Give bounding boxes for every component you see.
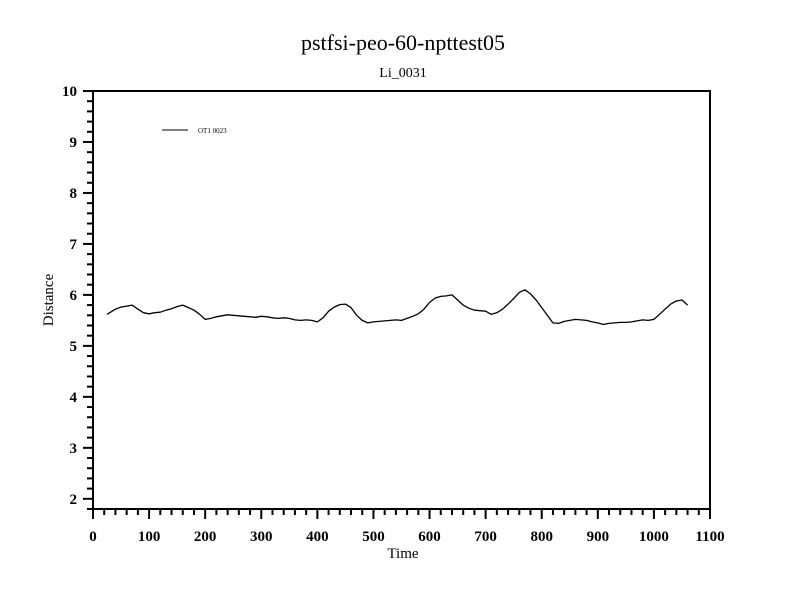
y-tick-label: 2 <box>70 492 78 508</box>
legend-entry-label: OT1 0023 <box>198 127 227 135</box>
x-tick-label: 200 <box>194 529 217 545</box>
y-tick-label: 5 <box>70 339 78 355</box>
series-layer <box>106 289 689 326</box>
series-line-0 <box>106 289 689 326</box>
y-tick-label: 10 <box>62 84 77 100</box>
x-tick-label: 100 <box>138 529 161 545</box>
y-axis-ticks <box>83 90 93 510</box>
y-axis-tick-labels: 2 3 4 5 6 7 8 9 10 <box>62 84 78 508</box>
x-axis-tick-labels: 0 100 200 300 400 500 600 700 800 900 1000 1100 <box>89 529 724 545</box>
x-tick-label: 500 <box>362 529 385 545</box>
y-tick-label: 9 <box>70 135 78 151</box>
x-tick-label: 700 <box>474 529 497 545</box>
x-tick-label: 800 <box>530 529 553 545</box>
y-tick-label: 8 <box>70 186 78 202</box>
x-tick-label: 300 <box>250 529 273 545</box>
x-axis-label: Time <box>387 546 418 562</box>
y-axis-label: Distance <box>41 273 57 326</box>
y-tick-label: 6 <box>70 288 78 304</box>
x-tick-label: 900 <box>587 529 610 545</box>
y-tick-label: 4 <box>70 390 78 406</box>
y-tick-label: 7 <box>70 237 78 253</box>
x-tick-label: 1100 <box>695 529 724 545</box>
chart-title: pstfsi-peo-60-npttest05 <box>301 30 505 55</box>
x-tick-label: 1000 <box>639 529 669 545</box>
x-tick-label: 0 <box>89 529 97 545</box>
plot-area <box>92 90 711 510</box>
x-tick-label: 600 <box>418 529 441 545</box>
x-tick-label: 400 <box>306 529 329 545</box>
x-axis-ticks <box>92 509 711 519</box>
legend: OT1 0023 <box>162 127 227 135</box>
y-tick-label: 3 <box>70 441 78 457</box>
chart-subtitle: Li_0031 <box>379 66 426 81</box>
